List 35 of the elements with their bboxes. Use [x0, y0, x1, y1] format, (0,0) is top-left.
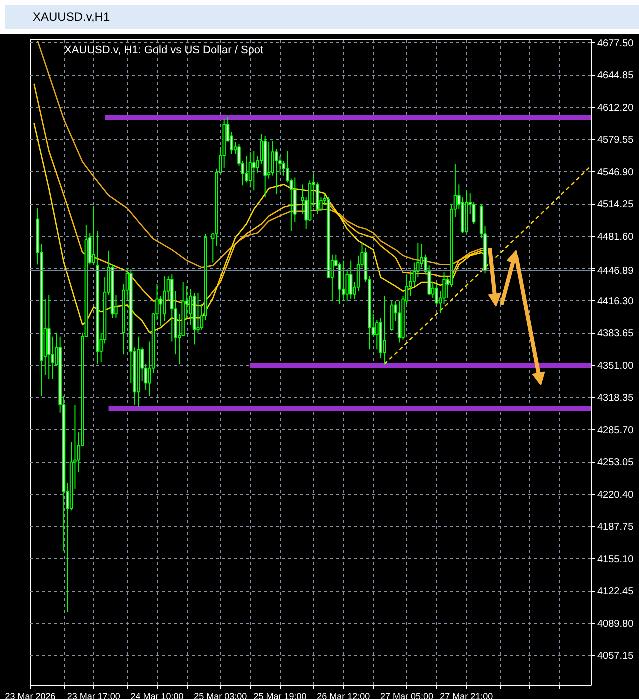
candlestick	[383, 296, 386, 365]
candlestick	[267, 142, 271, 180]
y-tick-label: 4612.20	[598, 102, 634, 114]
y-tick-label: 4383.65	[598, 328, 634, 340]
y-tick-label: 4677.50	[598, 38, 634, 50]
y-tick-label: 4285.70	[598, 425, 634, 436]
line-series	[34, 83, 486, 307]
y-tick-label: 4089.80	[598, 618, 634, 630]
y-tick-label: 4155.10	[598, 554, 634, 566]
candlestick	[420, 243, 424, 268]
y-tick-label: 4057.15	[598, 651, 634, 662]
y-tick-label: 4122.45	[598, 586, 634, 598]
candlestick	[163, 276, 166, 322]
y-tick-label: 4318.35	[598, 393, 634, 404]
candlestick	[274, 148, 278, 196]
y-tick-label: 4481.60	[598, 232, 634, 243]
y-tick-label: 4416.30	[598, 296, 634, 308]
candlestick	[248, 152, 252, 188]
candlestick	[342, 260, 346, 302]
candlestick	[196, 292, 200, 334]
line-series	[34, 122, 486, 334]
y-tick-label: 4546.90	[598, 167, 634, 178]
y-tick-label: 4514.25	[598, 200, 634, 211]
y-tick-label: 4351.00	[598, 360, 634, 372]
candlestick	[245, 156, 248, 184]
candlestick	[252, 150, 256, 192]
y-tick-label: 4644.85	[598, 70, 634, 82]
y-tick-label: 4253.05	[598, 458, 634, 469]
y-tick-label: 4187.75	[598, 522, 634, 534]
candlestick	[349, 260, 353, 300]
y-tick-label: 4220.40	[598, 490, 634, 501]
ref-line-label: 4446.89	[598, 266, 634, 278]
chart-title: XAUUSD.v,H1	[33, 9, 110, 26]
text: XAUUSD.v, H1: Gold vs US Dollar / Spot	[64, 44, 264, 56]
y-tick-label: 4579.55	[598, 135, 634, 146]
